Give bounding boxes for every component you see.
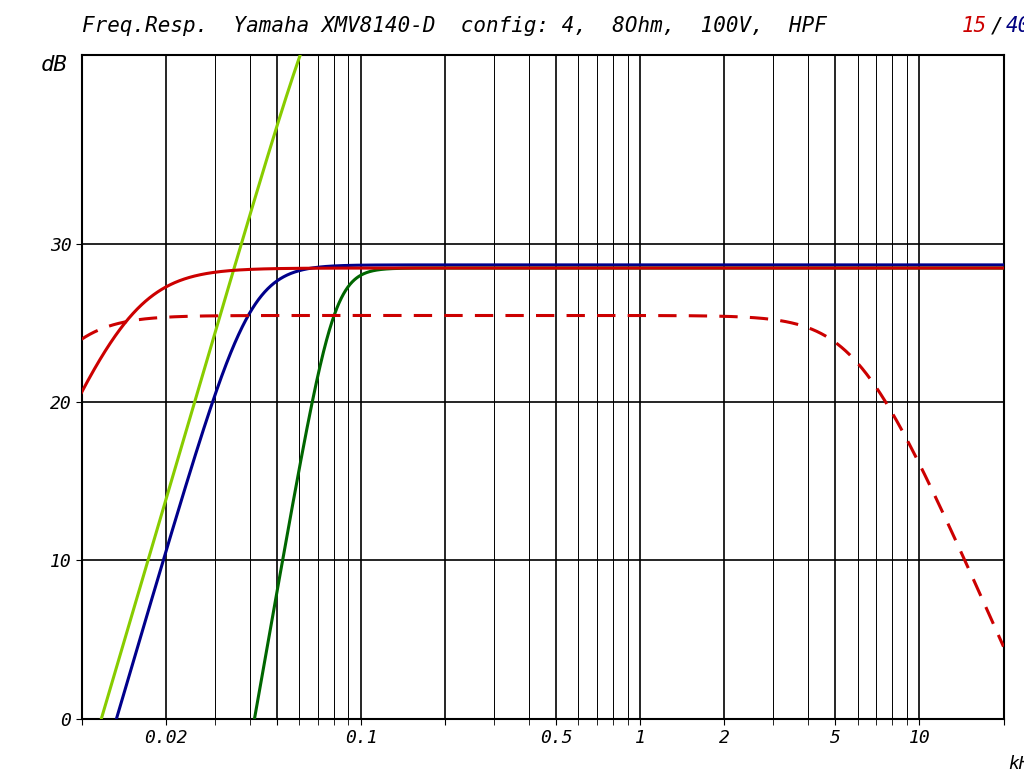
Text: dB: dB [41, 55, 68, 75]
Text: 15: 15 [962, 16, 987, 36]
Text: /: / [991, 16, 1004, 36]
Text: 40: 40 [1006, 16, 1024, 36]
Text: Freq.Resp.  Yamaha XMV8140-D  config: 4,  8Ohm,  100V,  HPF: Freq.Resp. Yamaha XMV8140-D config: 4, 8… [82, 16, 840, 36]
Text: kHz: kHz [1008, 755, 1024, 773]
